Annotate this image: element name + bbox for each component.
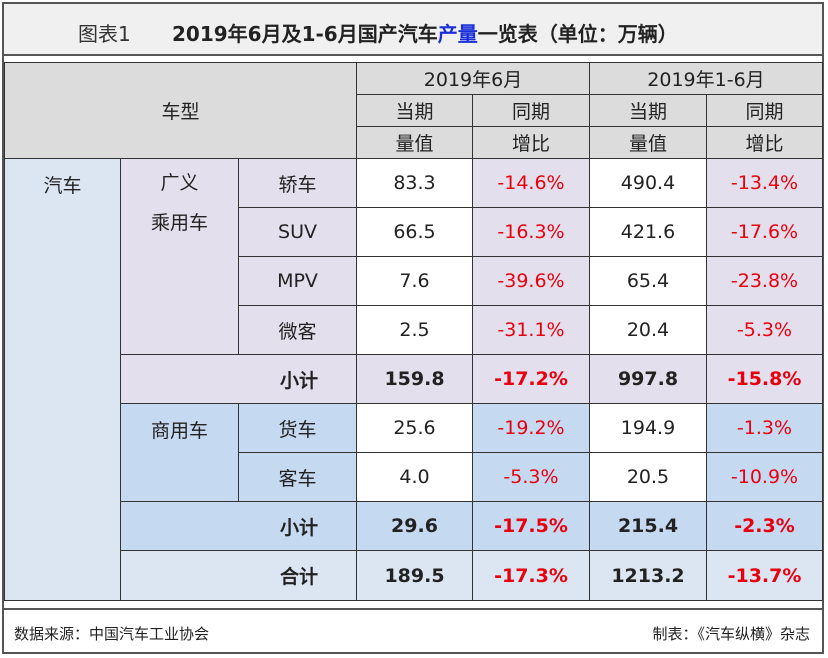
h1-value: 1213.2 bbox=[589, 550, 707, 601]
header-h1-yoy-l1: 同期 bbox=[706, 94, 823, 127]
june-yoy: -39.6% bbox=[472, 256, 590, 306]
title-prefix: 2019年6月及1-6月国产汽车 bbox=[172, 22, 438, 46]
header-model: 车型 bbox=[4, 62, 357, 159]
june-yoy: -17.5% bbox=[472, 501, 590, 551]
h1-yoy: -2.3% bbox=[706, 501, 823, 551]
vehicle-type: 货车 bbox=[238, 403, 357, 453]
h1-yoy: -17.6% bbox=[706, 207, 823, 257]
june-value: 83.3 bbox=[356, 158, 473, 208]
vehicle-type: MPV bbox=[238, 256, 357, 306]
header-h1-current-l2: 量值 bbox=[589, 126, 707, 159]
june-value: 7.6 bbox=[356, 256, 473, 306]
data-source: 数据来源：中国汽车工业协会 bbox=[14, 625, 210, 643]
table-row-total: 合计 189.5 -17.3% 1213.2 -13.7% bbox=[5, 550, 823, 601]
table-row: 客车 4.0 -5.3% 20.5 -10.9% bbox=[5, 452, 823, 502]
title-suffix: 一览表（单位：万辆） bbox=[477, 22, 678, 46]
june-yoy: -14.6% bbox=[472, 158, 590, 208]
header-june-yoy-l2: 增比 bbox=[472, 126, 590, 159]
table-title: 2019年6月及1-6月国产汽车产量一览表（单位：万辆） bbox=[172, 18, 678, 47]
june-value: 66.5 bbox=[356, 207, 473, 257]
h1-value: 421.6 bbox=[589, 207, 707, 257]
table-row-subtotal: 小计 159.8 -17.2% 997.8 -15.8% bbox=[5, 354, 823, 404]
category-passenger: 广义 乘用车 bbox=[120, 158, 239, 355]
header-june: 2019年6月 bbox=[356, 62, 590, 95]
june-value: 2.5 bbox=[356, 305, 473, 355]
june-value: 25.6 bbox=[356, 403, 473, 453]
h1-yoy: -13.4% bbox=[706, 158, 823, 208]
commercial-subtotal-label: 小计 bbox=[120, 501, 357, 551]
june-yoy: -16.3% bbox=[472, 207, 590, 257]
h1-value: 65.4 bbox=[589, 256, 707, 306]
header-h1: 2019年1-6月 bbox=[589, 62, 823, 95]
h1-value: 194.9 bbox=[589, 403, 707, 453]
june-value: 189.5 bbox=[356, 550, 473, 601]
june-value: 29.6 bbox=[356, 501, 473, 551]
h1-yoy: -23.8% bbox=[706, 256, 823, 306]
june-value: 159.8 bbox=[356, 354, 473, 404]
h1-value: 490.4 bbox=[589, 158, 707, 208]
table-row: 商用车 货车 25.6 -19.2% 194.9 -1.3% bbox=[5, 403, 823, 502]
h1-yoy: -5.3% bbox=[706, 305, 823, 355]
h1-yoy: -10.9% bbox=[706, 452, 823, 502]
h1-yoy: -15.8% bbox=[706, 354, 823, 404]
table-row: MPV 7.6 -39.6% 65.4 -23.8% bbox=[5, 256, 823, 306]
h1-yoy: -13.7% bbox=[706, 550, 823, 601]
category-auto: 汽车 bbox=[4, 158, 121, 601]
passenger-subtotal-label: 小计 bbox=[120, 354, 357, 404]
june-yoy: -31.1% bbox=[472, 305, 590, 355]
header-june-current-l2: 量值 bbox=[356, 126, 473, 159]
table-row: SUV 66.5 -16.3% 421.6 -17.6% bbox=[5, 207, 823, 257]
header-h1-current-l1: 当期 bbox=[589, 94, 707, 127]
vehicle-type: 客车 bbox=[238, 452, 357, 502]
title-highlight: 产量 bbox=[437, 22, 478, 46]
total-label: 合计 bbox=[120, 550, 357, 601]
h1-value: 997.8 bbox=[589, 354, 707, 404]
h1-value: 215.4 bbox=[589, 501, 707, 551]
june-yoy: -17.2% bbox=[472, 354, 590, 404]
june-yoy: -5.3% bbox=[472, 452, 590, 502]
table-row-subtotal: 小计 29.6 -17.5% 215.4 -2.3% bbox=[5, 501, 823, 551]
vehicle-type: 轿车 bbox=[238, 158, 357, 208]
category-passenger-l1: 广义 bbox=[160, 172, 199, 194]
production-table: 车型 2019年6月 2019年1-6月 当期 同期 当期 同期 量值 增比 量… bbox=[4, 62, 823, 601]
h1-value: 20.4 bbox=[589, 305, 707, 355]
table-row: 汽车 广义乘用车 轿车 83.3 -14.6% 490.4 -13.4% bbox=[4, 158, 823, 601]
table-row: 微客 2.5 -31.1% 20.4 -5.3% bbox=[5, 305, 823, 355]
header-june-current-l1: 当期 bbox=[356, 94, 473, 127]
h1-value: 20.5 bbox=[589, 452, 707, 502]
june-yoy: -19.2% bbox=[472, 403, 590, 453]
header-june-yoy-l1: 同期 bbox=[472, 94, 590, 127]
title-bar: 图表1 2019年6月及1-6月国产汽车产量一览表（单位：万辆） bbox=[4, 4, 822, 56]
vehicle-type: SUV bbox=[238, 207, 357, 257]
june-value: 4.0 bbox=[356, 452, 473, 502]
footer: 数据来源：中国汽车工业协会 制表：《汽车纵横》杂志 bbox=[4, 608, 822, 652]
header-h1-yoy-l2: 增比 bbox=[706, 126, 823, 159]
table-credit: 制表：《汽车纵横》杂志 bbox=[652, 625, 810, 643]
category-commercial: 商用车 bbox=[120, 403, 239, 502]
h1-yoy: -1.3% bbox=[706, 403, 823, 453]
june-yoy: -17.3% bbox=[472, 550, 590, 601]
vehicle-type: 微客 bbox=[238, 305, 357, 355]
category-passenger-l2: 乘用车 bbox=[150, 212, 208, 234]
figure-label: 图表1 bbox=[78, 22, 131, 46]
